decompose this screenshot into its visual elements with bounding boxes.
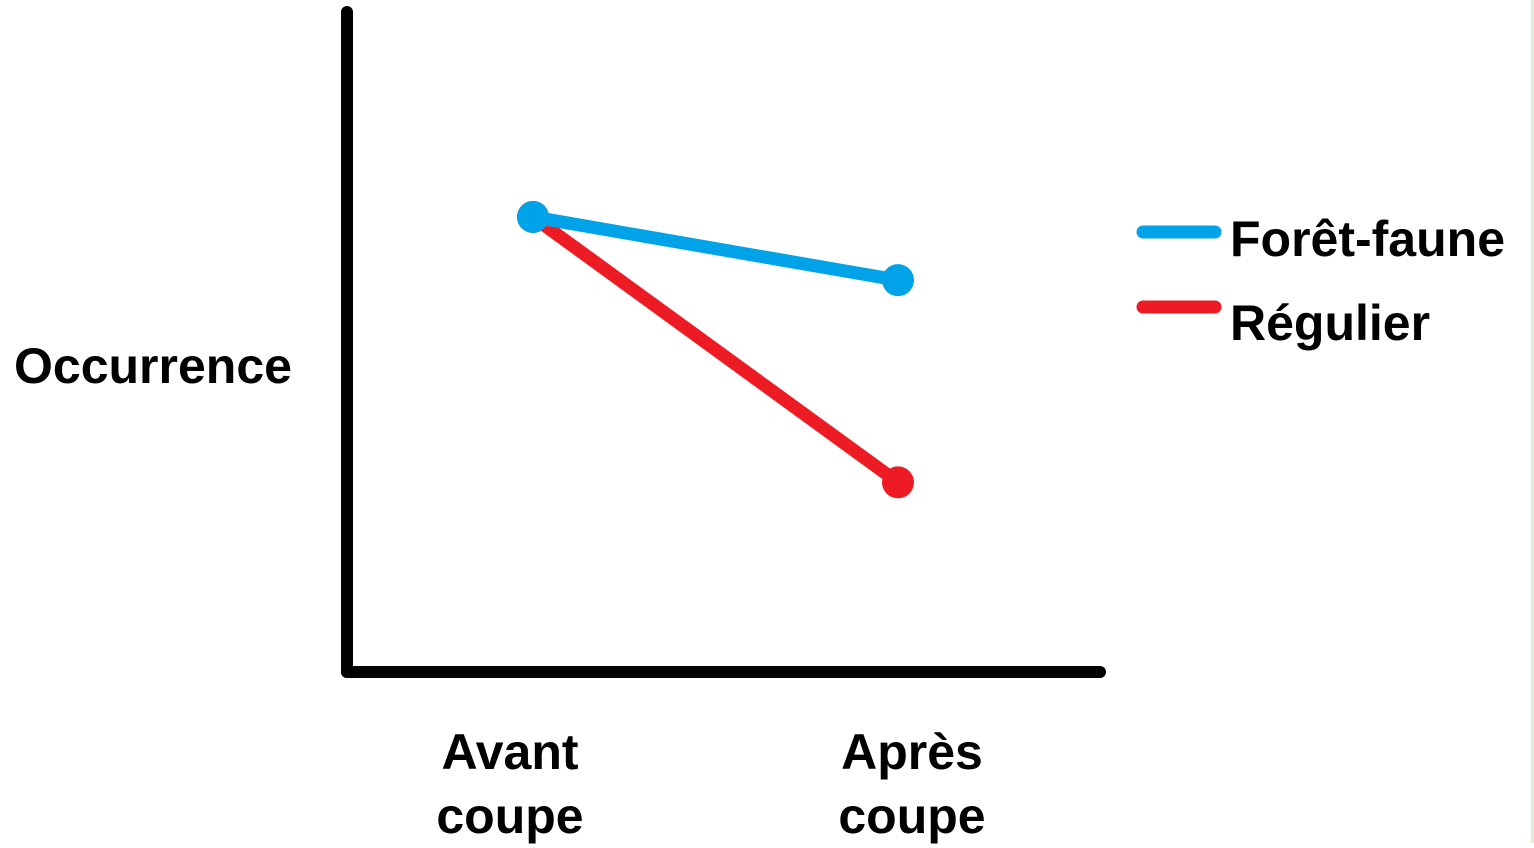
frame-edge: [1531, 0, 1534, 843]
data-point-foret-faune-1: [882, 264, 914, 297]
data-point-foret-faune-0: [517, 200, 549, 233]
series-line-foret-faune: [526, 210, 905, 287]
legend-label-regulier: Régulier: [1230, 295, 1431, 351]
legend-label-foret-faune: Forêt-faune: [1230, 211, 1505, 267]
x-tick-label-line: coupe: [838, 788, 986, 844]
series-line-regulier: [526, 210, 905, 489]
x-tick-label-apres: Après coupe: [782, 720, 1042, 848]
y-axis-label: Occurrence: [14, 338, 292, 394]
x-tick-label-line: Avant: [441, 724, 579, 780]
x-tick-label-line: Après: [841, 724, 983, 780]
x-tick-label-avant: Avant coupe: [380, 720, 640, 848]
data-point-regulier-1: [882, 466, 914, 499]
x-tick-label-line: coupe: [436, 788, 584, 844]
